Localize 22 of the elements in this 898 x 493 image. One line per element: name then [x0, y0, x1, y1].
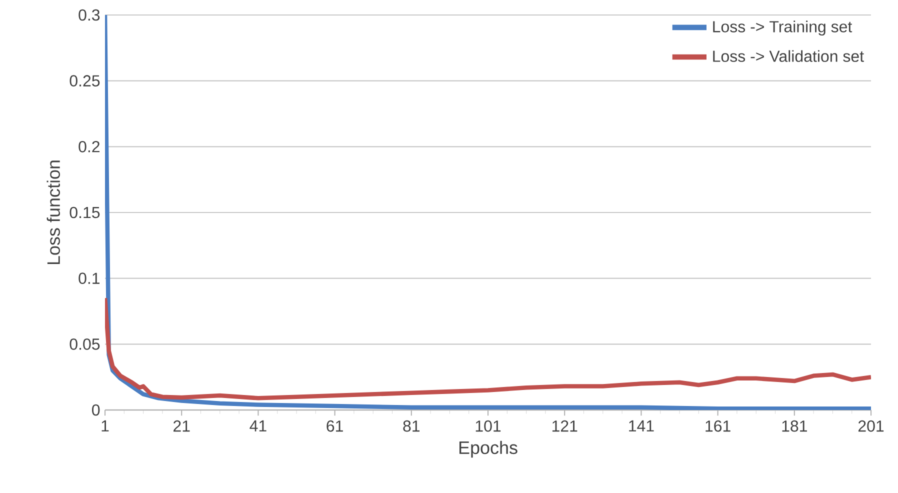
x-tick-label: 21 — [174, 420, 190, 432]
x-tick-label: 81 — [403, 420, 420, 432]
x-tick-label: 161 — [706, 420, 730, 432]
x-tick-label: 1 — [102, 420, 109, 432]
y-tick-label: 0.25 — [70, 75, 100, 86]
y-tick-label: 0 — [92, 404, 100, 416]
x-tick-label: 181 — [782, 420, 807, 432]
x-tick-label: 101 — [476, 420, 501, 432]
y-tick-label: 0.3 — [78, 9, 100, 21]
x-tick-label: 61 — [326, 420, 343, 432]
y-tick-label: 0.1 — [78, 272, 100, 284]
x-tick-label: 121 — [552, 420, 578, 432]
x-tick-label: 41 — [250, 420, 266, 432]
y-tick-label: 0.2 — [78, 141, 100, 152]
legend-label: Loss -> Training set — [713, 20, 852, 36]
y-tick-label: 0.15 — [70, 206, 100, 218]
x-tick-label: 141 — [629, 420, 654, 432]
legend-label: Loss -> Validation set — [713, 50, 864, 62]
x-axis-title: Epochs — [459, 440, 518, 458]
x-tick-label: 201 — [858, 420, 884, 432]
y-axis-title: Loss function — [46, 160, 60, 264]
y-tick-label: 0.05 — [70, 338, 100, 350]
